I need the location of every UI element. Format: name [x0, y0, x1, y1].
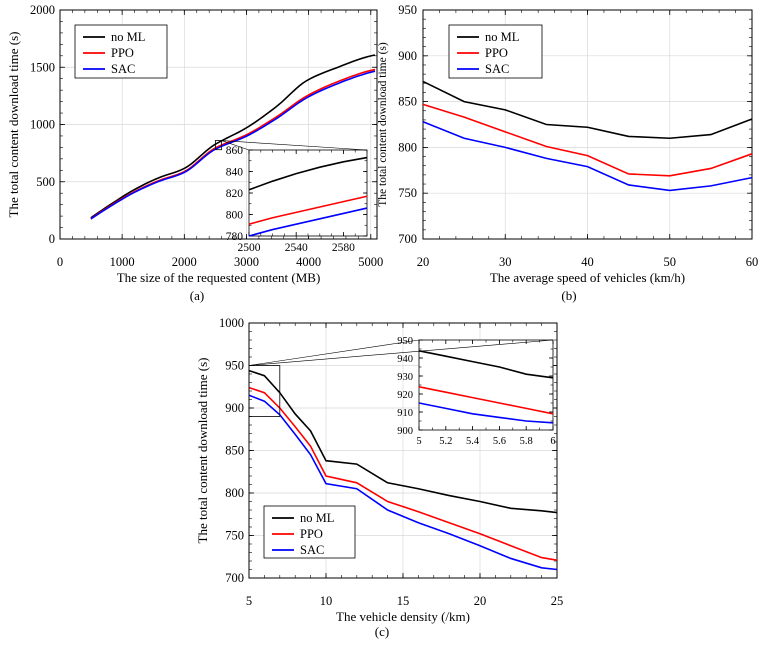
svg-text:PPO: PPO: [300, 527, 323, 541]
svg-text:900: 900: [225, 401, 244, 415]
svg-text:1000: 1000: [30, 118, 55, 132]
svg-text:2000: 2000: [30, 3, 55, 17]
svg-text:4000: 4000: [296, 255, 321, 269]
svg-text:700: 700: [225, 571, 244, 585]
svg-text:500: 500: [36, 175, 55, 189]
svg-text:900: 900: [397, 426, 413, 437]
svg-text:no ML: no ML: [485, 30, 519, 44]
svg-text:The vehicle density (/km): The vehicle density (/km): [336, 609, 470, 624]
svg-text:(c): (c): [375, 624, 389, 639]
svg-text:10: 10: [320, 594, 333, 608]
svg-text:750: 750: [225, 529, 244, 543]
svg-text:SAC: SAC: [485, 62, 509, 76]
svg-text:1000: 1000: [110, 255, 135, 269]
svg-text:950: 950: [225, 359, 244, 373]
svg-text:3000: 3000: [234, 255, 259, 269]
svg-text:5.6: 5.6: [493, 436, 506, 447]
svg-text:900: 900: [398, 49, 417, 63]
svg-text:30: 30: [499, 255, 512, 269]
svg-text:780: 780: [226, 231, 244, 243]
svg-text:940: 940: [397, 354, 413, 365]
svg-text:1500: 1500: [30, 60, 55, 74]
svg-text:PPO: PPO: [111, 46, 134, 60]
svg-text:The total content download tim: The total content download time (s): [6, 32, 21, 218]
svg-text:0: 0: [57, 255, 63, 269]
svg-text:0: 0: [49, 232, 55, 246]
svg-text:1000: 1000: [219, 316, 244, 330]
svg-text:(a): (a): [190, 288, 204, 303]
svg-text:800: 800: [398, 140, 417, 154]
svg-text:5.8: 5.8: [520, 436, 533, 447]
svg-text:750: 750: [398, 186, 417, 200]
svg-text:(b): (b): [561, 288, 576, 303]
svg-text:5000: 5000: [358, 255, 383, 269]
svg-text:950: 950: [398, 3, 417, 17]
svg-text:920: 920: [397, 390, 413, 401]
svg-text:700: 700: [398, 232, 417, 246]
svg-text:20: 20: [474, 594, 487, 608]
svg-text:20: 20: [417, 255, 430, 269]
svg-text:The size of the requested cont: The size of the requested content (MB): [117, 270, 321, 285]
svg-text:5.2: 5.2: [439, 436, 452, 447]
svg-text:The average speed of vehicles: The average speed of vehicles (km/h): [490, 270, 685, 285]
svg-text:850: 850: [225, 444, 244, 458]
svg-text:5: 5: [246, 594, 252, 608]
svg-text:The total content download tim: The total content download time (s): [377, 42, 389, 207]
svg-text:840: 840: [226, 167, 244, 179]
svg-text:850: 850: [398, 95, 417, 109]
svg-text:2580: 2580: [332, 242, 355, 254]
svg-text:PPO: PPO: [485, 46, 508, 60]
svg-text:15: 15: [397, 594, 410, 608]
svg-text:800: 800: [225, 486, 244, 500]
svg-text:910: 910: [397, 408, 413, 419]
svg-text:SAC: SAC: [300, 543, 324, 557]
svg-text:2000: 2000: [172, 255, 197, 269]
svg-text:2500: 2500: [238, 242, 261, 254]
svg-text:6: 6: [550, 436, 555, 447]
svg-text:SAC: SAC: [111, 62, 135, 76]
svg-text:5: 5: [416, 436, 421, 447]
svg-text:800: 800: [226, 210, 244, 222]
svg-text:no ML: no ML: [300, 511, 334, 525]
svg-text:40: 40: [581, 255, 594, 269]
svg-text:no ML: no ML: [111, 30, 145, 44]
svg-text:50: 50: [664, 255, 677, 269]
svg-text:The total content download tim: The total content download time (s): [195, 358, 210, 544]
svg-text:25: 25: [551, 594, 564, 608]
svg-text:820: 820: [226, 188, 244, 200]
svg-text:60: 60: [746, 255, 759, 269]
svg-text:5.4: 5.4: [466, 436, 480, 447]
svg-text:2540: 2540: [285, 242, 308, 254]
svg-text:930: 930: [397, 372, 413, 383]
